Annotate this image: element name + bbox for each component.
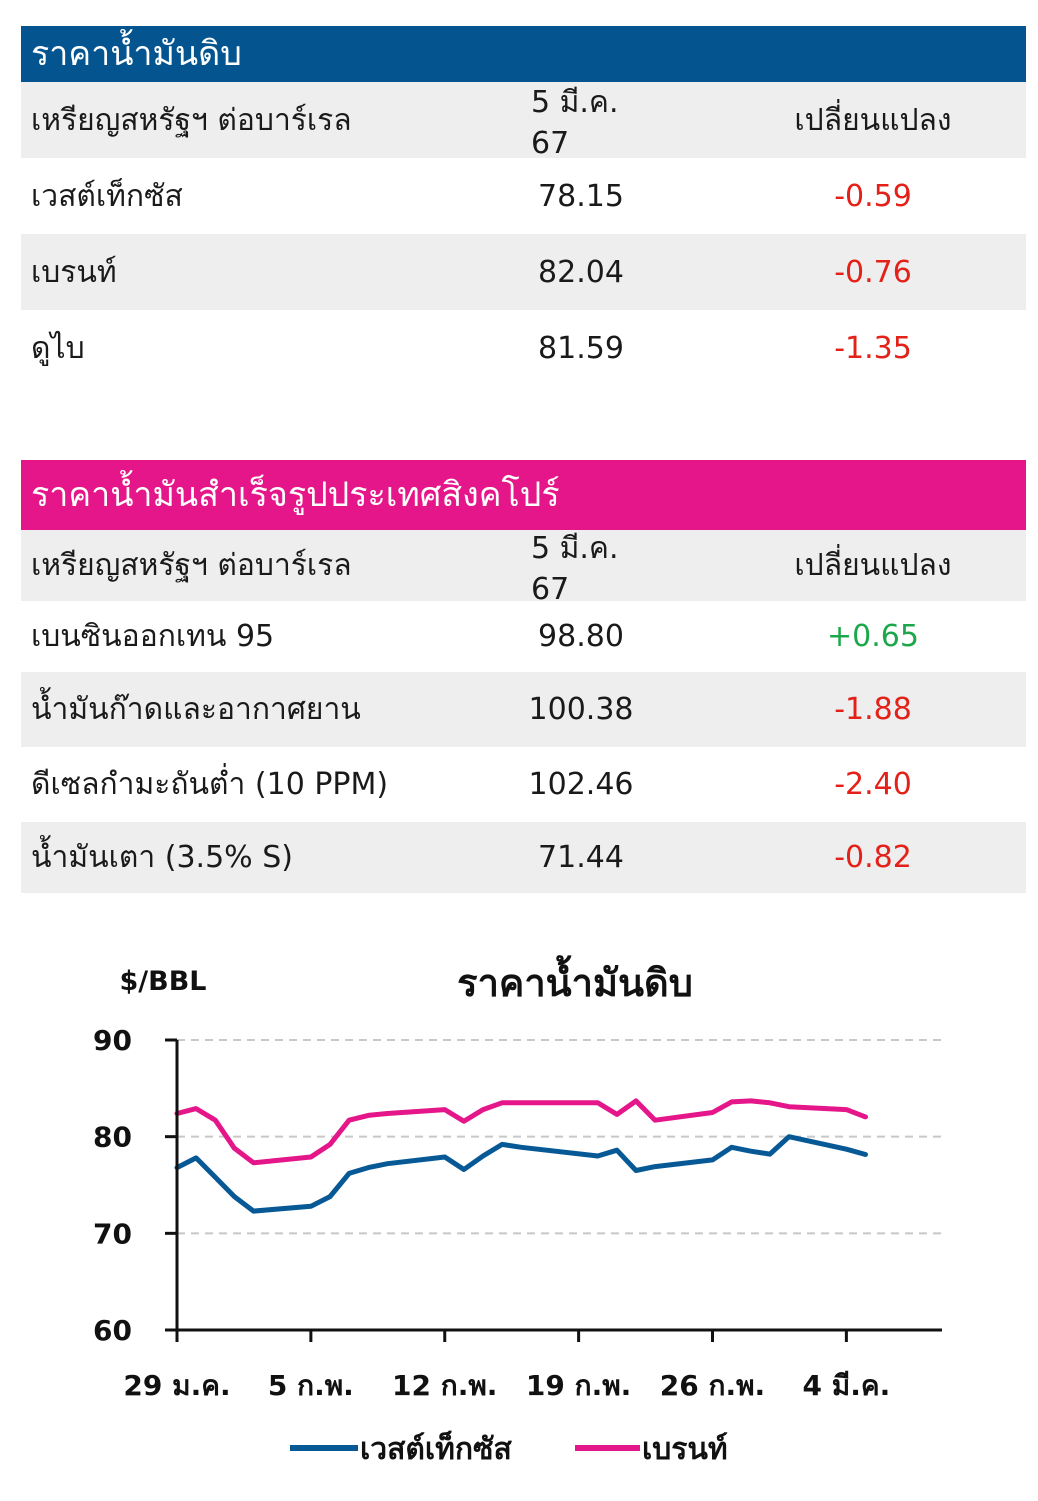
date-header: 5 มี.ค. 67	[531, 85, 619, 161]
singapore-price-table: ราคาน้ำมันสำเร็จรูปประเทศสิงคโปร์ เหรียญ…	[21, 460, 1026, 893]
x-tick-label: 19 ก.พ.	[526, 1369, 631, 1402]
x-tick-label: 29 ม.ค.	[123, 1369, 230, 1402]
x-tick-label: 5 ก.พ.	[268, 1369, 354, 1402]
product-price: 100.38	[528, 692, 634, 727]
x-tick-label: 12 ก.พ.	[392, 1369, 497, 1402]
product-price: 71.44	[538, 840, 624, 875]
unit-header: เหรียญสหรัฐฯ ต่อบาร์เรล	[31, 548, 352, 583]
product-price: 81.59	[538, 330, 624, 366]
table-row: น้ำมันก๊าดและอากาศยาน 100.38 -1.88	[21, 672, 1026, 747]
chart-title: ราคาน้ำมันดิบ	[457, 955, 693, 1005]
singapore-header-row: เหรียญสหรัฐฯ ต่อบาร์เรล 5 มี.ค. 67 เปลี่…	[21, 530, 1026, 607]
legend: เวสต์เท็กซัส เบรนท์	[290, 1430, 728, 1467]
product-price: 102.46	[528, 767, 634, 802]
table-row: ดูไบ 81.59 -1.35	[21, 310, 1026, 386]
product-price: 82.04	[538, 254, 624, 290]
product-change: -2.40	[834, 767, 912, 802]
change-header: เปลี่ยนแปลง	[794, 102, 952, 138]
product-change: +0.65	[827, 619, 919, 654]
product-change: -0.82	[834, 840, 912, 875]
product-name: น้ำมันก๊าดและอากาศยาน	[31, 692, 361, 727]
axes: 60 70 80 90 29 ม.ค. 5 ก.พ. 12 ก.พ. 19 ก.พ. 26 ก.…	[93, 1024, 942, 1402]
series-line	[174, 1134, 868, 1214]
product-change: -0.59	[834, 178, 912, 214]
product-change: -0.76	[834, 254, 912, 290]
product-change: -1.88	[834, 692, 912, 727]
crude-price-table: ราคาน้ำมันดิบ เหรียญสหรัฐฯ ต่อบาร์เรล 5 …	[21, 26, 1026, 386]
table-row: เบรนท์ 82.04 -0.76	[21, 234, 1026, 310]
product-price: 98.80	[538, 619, 624, 654]
table-row: น้ำมันเตา (3.5% S) 71.44 -0.82	[21, 822, 1026, 893]
crude-header-row: เหรียญสหรัฐฯ ต่อบาร์เรล 5 มี.ค. 67 เปลี่…	[21, 82, 1026, 161]
y-unit-label: $/BBL	[119, 966, 206, 997]
product-name: ดูไบ	[31, 330, 85, 366]
series-lines	[174, 1098, 868, 1214]
y-tick-label: 70	[93, 1217, 132, 1250]
product-change: -1.35	[834, 330, 912, 366]
crude-table-title: ราคาน้ำมันดิบ	[21, 26, 1026, 82]
y-tick-label: 60	[93, 1314, 132, 1347]
singapore-table-title: ราคาน้ำมันสำเร็จรูปประเทศสิงคโปร์	[21, 460, 1026, 530]
product-name: เวสต์เท็กซัส	[31, 178, 183, 214]
unit-header: เหรียญสหรัฐฯ ต่อบาร์เรล	[31, 102, 352, 138]
y-tick-label: 90	[93, 1024, 132, 1057]
table-row: เวสต์เท็กซัส 78.15 -0.59	[21, 158, 1026, 234]
date-header: 5 มี.ค. 67	[531, 530, 619, 607]
product-price: 78.15	[538, 178, 624, 214]
grid-lines	[177, 1039, 942, 1235]
x-tick-label: 4 มี.ค.	[803, 1369, 891, 1402]
x-tick-label: 26 ก.พ.	[660, 1369, 765, 1402]
y-tick-label: 80	[93, 1121, 132, 1154]
product-name: เบนซินออกเทน 95	[31, 619, 275, 654]
series-line	[174, 1098, 868, 1166]
product-name: เบรนท์	[31, 254, 117, 290]
legend-label: เวสต์เท็กซัส	[360, 1430, 512, 1467]
product-name: ดีเซลกำมะถันต่ำ (10 PPM)	[31, 767, 389, 802]
crude-price-chart: $/BBL ราคาน้ำมันดิบ 60 70 80 90 29 ม.ค. 5 ก.พ…	[93, 955, 942, 1467]
product-name: น้ำมันเตา (3.5% S)	[31, 840, 293, 875]
legend-label: เบรนท์	[642, 1432, 728, 1467]
change-header: เปลี่ยนแปลง	[794, 548, 952, 583]
table-row: เบนซินออกเทน 95 98.80 +0.65	[21, 601, 1026, 672]
table-row: ดีเซลกำมะถันต่ำ (10 PPM) 102.46 -2.40	[21, 747, 1026, 822]
